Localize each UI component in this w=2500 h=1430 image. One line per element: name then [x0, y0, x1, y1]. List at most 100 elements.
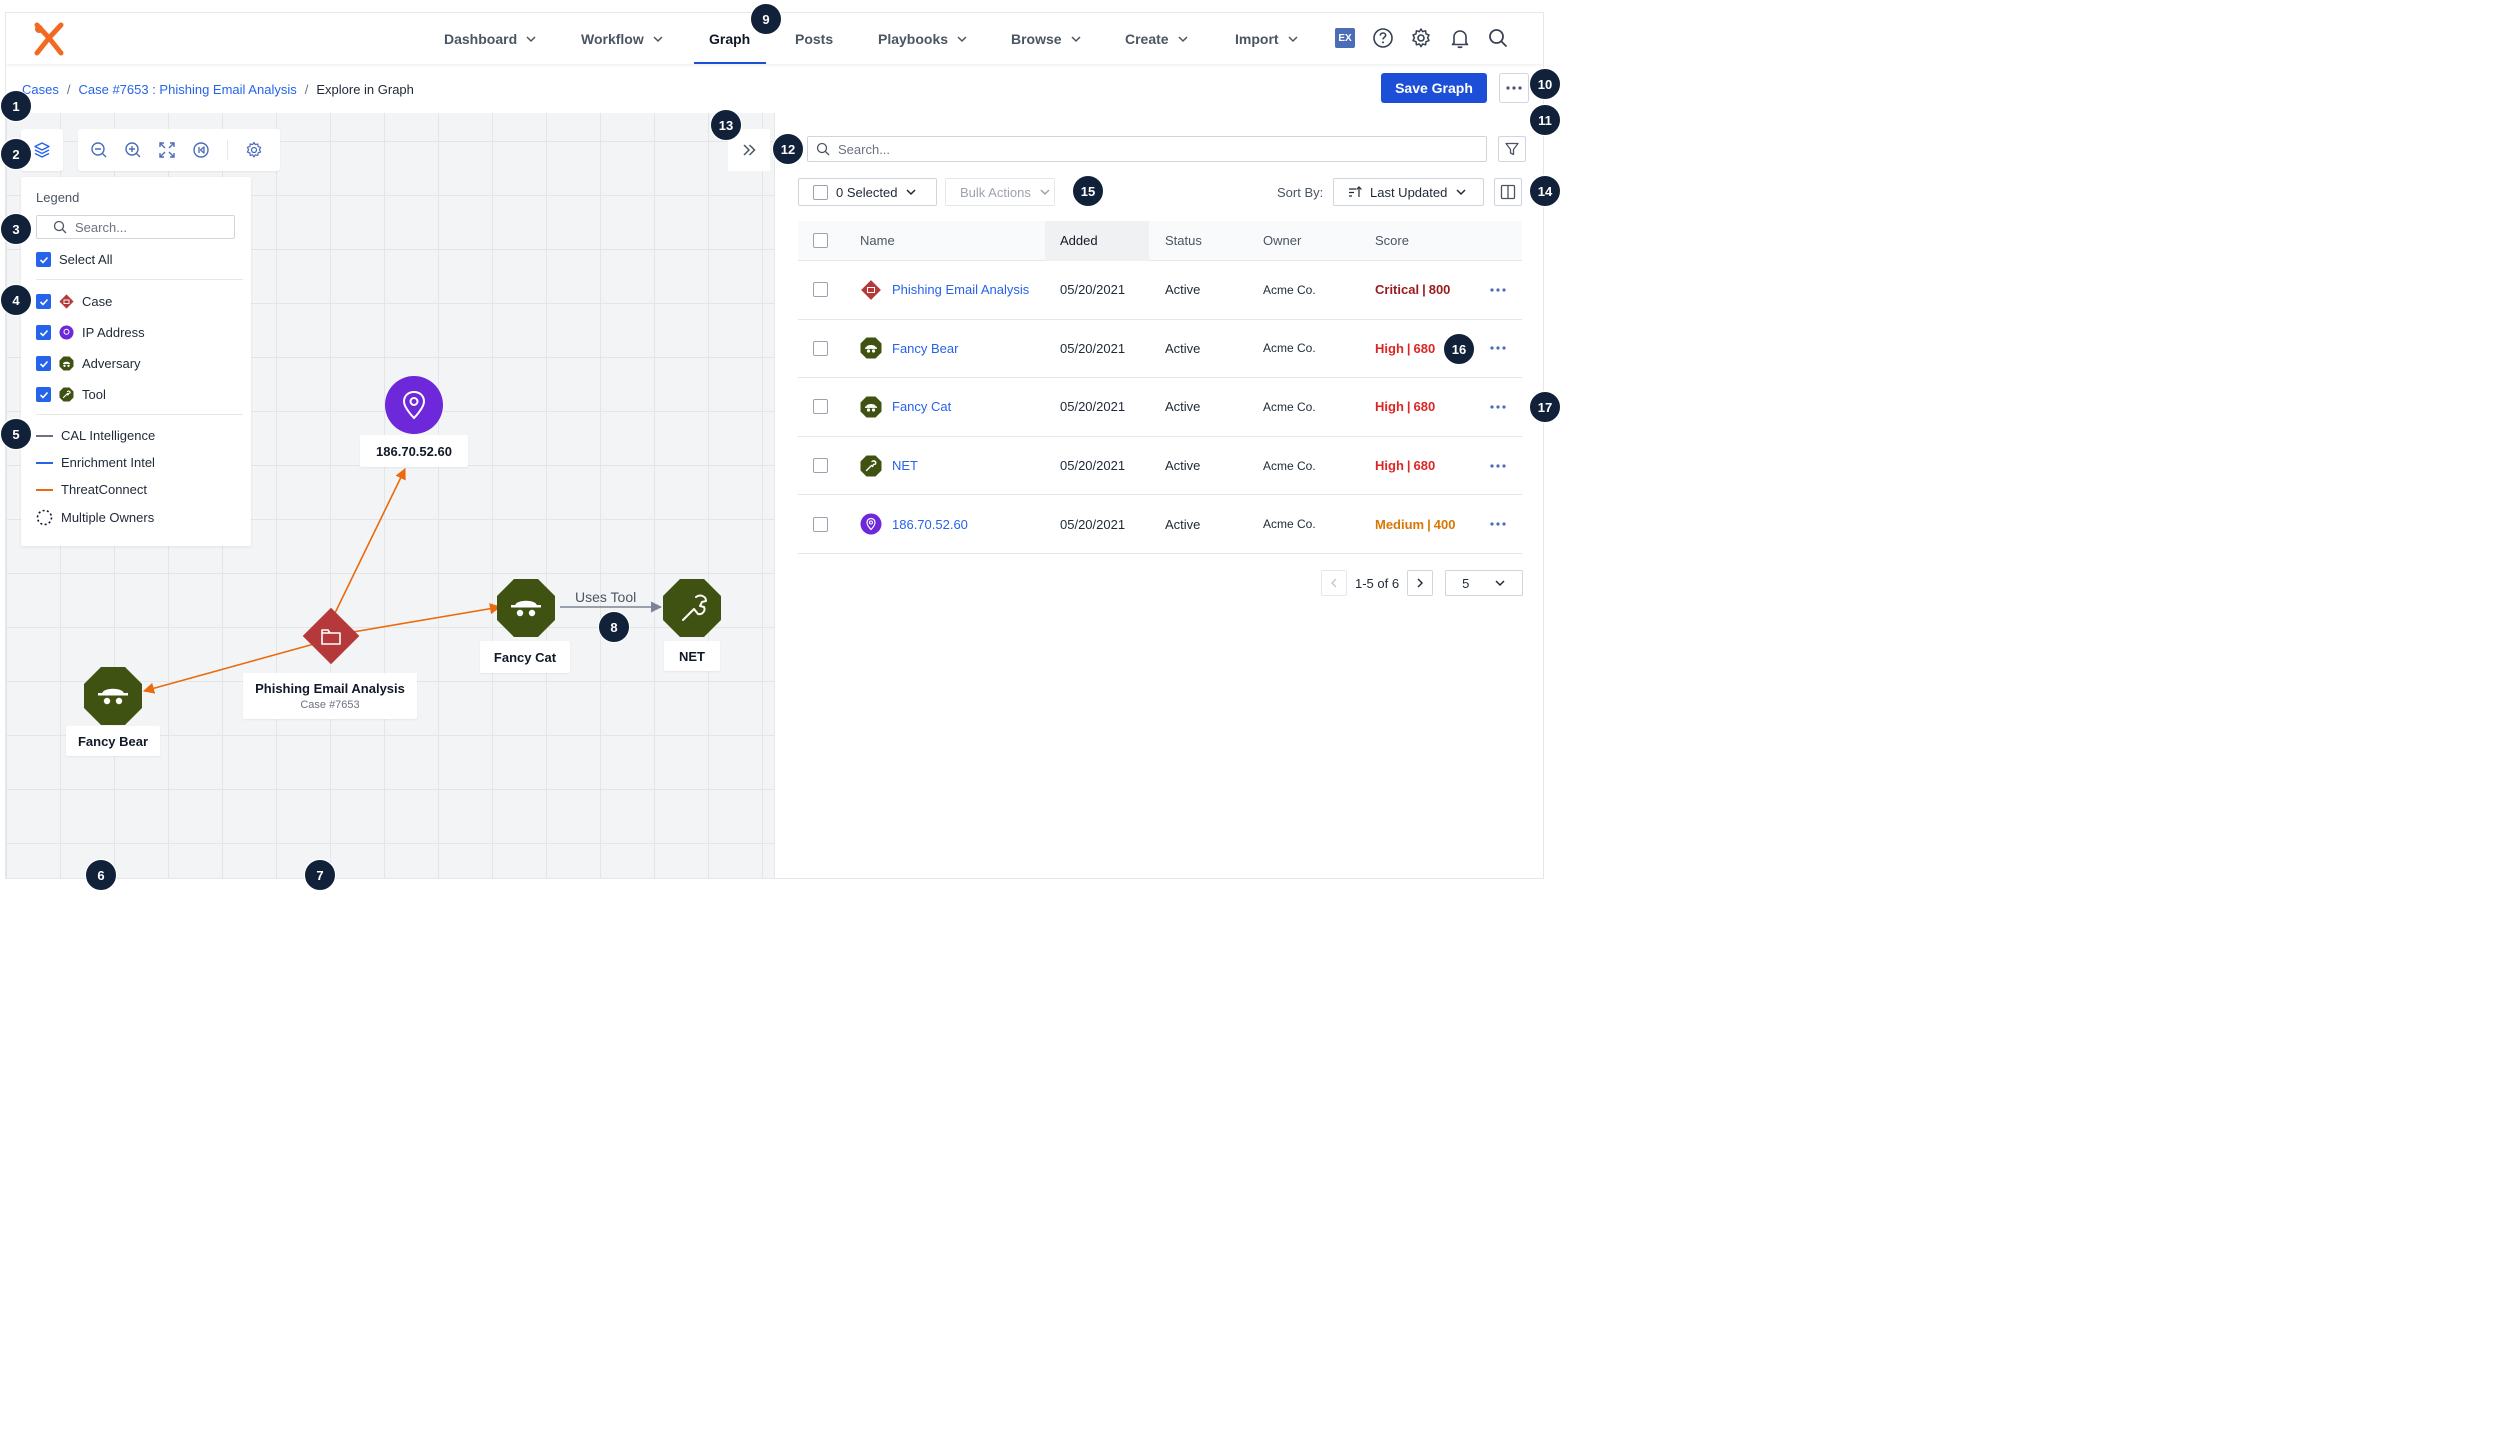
row-more-button[interactable]	[1490, 378, 1506, 436]
net-node[interactable]	[663, 579, 721, 637]
nav-import[interactable]: Import	[1235, 13, 1299, 64]
page-size-select[interactable]: 5	[1445, 570, 1524, 596]
row-name[interactable]: Phishing Email Analysis	[860, 261, 1029, 319]
ex-badge-button[interactable]: EX	[1334, 27, 1356, 49]
sort-dropdown[interactable]: Last Updated	[1333, 178, 1484, 206]
prev-page-button[interactable]	[1321, 570, 1347, 596]
table-row[interactable]: Fancy Bear 05/20/2021 Active Acme Co. Hi…	[798, 320, 1522, 379]
help-icon[interactable]	[1372, 27, 1394, 49]
row-more-button[interactable]	[1490, 495, 1506, 553]
row-name[interactable]: Fancy Bear	[860, 320, 958, 378]
gear-icon[interactable]	[1410, 27, 1432, 49]
zoom-in-button[interactable]	[116, 133, 150, 167]
row-more-button[interactable]	[1490, 437, 1506, 495]
nav-graph[interactable]: Graph	[693, 13, 767, 64]
header-checkbox[interactable]	[813, 233, 828, 248]
fancy-bear-node-label[interactable]: Fancy Bear	[66, 726, 160, 756]
checkbox-checked[interactable]	[36, 325, 51, 340]
net-node-label[interactable]: NET	[664, 641, 720, 671]
row-score-level: High	[1375, 399, 1404, 415]
breadcrumb-cases-link[interactable]: Cases	[22, 81, 59, 97]
nav-browse[interactable]: Browse	[1011, 13, 1082, 64]
row-status: Active	[1165, 516, 1201, 532]
header-checkbox-cell	[813, 221, 828, 260]
callout-marker: 14	[1529, 175, 1561, 207]
column-settings-button[interactable]	[1494, 178, 1522, 206]
row-checkbox[interactable]	[813, 282, 828, 298]
legend-select-all[interactable]: Select All	[36, 252, 112, 267]
reset-view-button[interactable]	[184, 133, 218, 167]
bell-icon[interactable]	[1449, 27, 1471, 49]
bulk-actions-dropdown[interactable]: Bulk Actions	[945, 178, 1055, 206]
header-added[interactable]: Added	[1060, 233, 1098, 248]
table-row[interactable]: Phishing Email Analysis 05/20/2021 Activ…	[798, 261, 1522, 320]
legend-type-ip[interactable]: IP Address	[36, 325, 145, 340]
fit-to-screen-button[interactable]	[150, 133, 184, 167]
row-score-sep: |	[1406, 399, 1411, 415]
fancy-bear-node[interactable]	[84, 667, 142, 725]
search-icon[interactable]	[1487, 27, 1509, 49]
ellipsis-icon	[1490, 346, 1506, 350]
legend-type-adversary[interactable]: Adversary	[36, 356, 141, 371]
breadcrumb-case-link[interactable]: Case #7653 : Phishing Email Analysis	[78, 81, 297, 97]
toolbar-divider	[227, 140, 228, 160]
row-name[interactable]: NET	[860, 437, 918, 495]
table-row[interactable]: NET 05/20/2021 Active Acme Co. High | 680	[798, 437, 1522, 496]
nav-playbooks[interactable]: Playbooks	[878, 13, 968, 64]
ip-node-label[interactable]: 186.70.52.60	[360, 435, 468, 467]
fancy-cat-node-label[interactable]: Fancy Cat	[480, 641, 570, 673]
fancy-cat-node[interactable]	[497, 579, 555, 637]
panel-search-input[interactable]: Search...	[807, 136, 1487, 162]
ip-node[interactable]	[385, 376, 443, 434]
legend-type-tool[interactable]: Tool	[36, 387, 106, 402]
results-table: Name Added Status Owner Score Phishing E…	[798, 221, 1522, 554]
case-node[interactable]	[302, 607, 360, 665]
more-options-button[interactable]	[1499, 73, 1529, 103]
row-score-sep: |	[1427, 516, 1431, 532]
next-page-button[interactable]	[1407, 570, 1434, 596]
callout-marker: 4	[0, 284, 32, 316]
save-graph-button[interactable]: Save Graph	[1381, 73, 1487, 103]
selection-dropdown[interactable]: 0 Selected	[798, 178, 937, 206]
logo-icon[interactable]	[31, 21, 67, 57]
checkbox-checked[interactable]	[36, 252, 51, 267]
checkbox-checked[interactable]	[36, 356, 51, 371]
nav-dashboard[interactable]: Dashboard	[444, 13, 537, 64]
header-score[interactable]: Score	[1375, 233, 1409, 248]
nav-workflow[interactable]: Workflow	[581, 13, 664, 64]
select-all-checkbox[interactable]	[813, 184, 828, 200]
header-status[interactable]: Status	[1165, 233, 1202, 248]
table-row[interactable]: 186.70.52.60 05/20/2021 Active Acme Co. …	[798, 495, 1522, 554]
nav-label: Import	[1235, 30, 1279, 47]
nav-create[interactable]: Create	[1125, 13, 1189, 64]
row-checkbox-cell	[813, 320, 828, 378]
table-row[interactable]: Fancy Cat 05/20/2021 Active Acme Co. Hig…	[798, 378, 1522, 437]
legend-type-case[interactable]: Case	[36, 294, 112, 309]
legend-search-input[interactable]: Search...	[36, 215, 235, 239]
filter-button[interactable]	[1498, 136, 1526, 162]
zoom-out-button[interactable]	[82, 133, 116, 167]
row-status: Active	[1165, 340, 1201, 356]
row-owner: Acme Co.	[1263, 282, 1316, 297]
row-score-value: 800	[1428, 282, 1451, 298]
case-node-label[interactable]: Phishing Email Analysis Case #7653	[243, 673, 417, 719]
ip-icon	[860, 513, 882, 535]
row-name[interactable]: 186.70.52.60	[860, 495, 968, 553]
checkbox-checked[interactable]	[36, 387, 51, 402]
checkbox-checked[interactable]	[36, 294, 51, 309]
row-more-button[interactable]	[1490, 320, 1506, 378]
header-owner[interactable]: Owner	[1263, 233, 1302, 248]
row-name[interactable]: Fancy Cat	[860, 378, 951, 436]
row-more-button[interactable]	[1490, 261, 1506, 319]
row-checkbox[interactable]	[813, 399, 828, 415]
edge-case-fancy-cat	[352, 603, 502, 633]
row-checkbox[interactable]	[813, 458, 828, 474]
columns-icon	[1500, 184, 1516, 200]
graph-settings-button[interactable]	[237, 133, 271, 167]
header-name[interactable]: Name	[860, 233, 895, 248]
row-checkbox[interactable]	[813, 340, 828, 356]
row-checkbox[interactable]	[813, 516, 828, 532]
nav-posts[interactable]: Posts	[795, 13, 833, 64]
graph-canvas[interactable]: Legend Search... Select All Case IP Addr…	[6, 113, 774, 878]
row-score-value: 680	[1413, 458, 1436, 474]
